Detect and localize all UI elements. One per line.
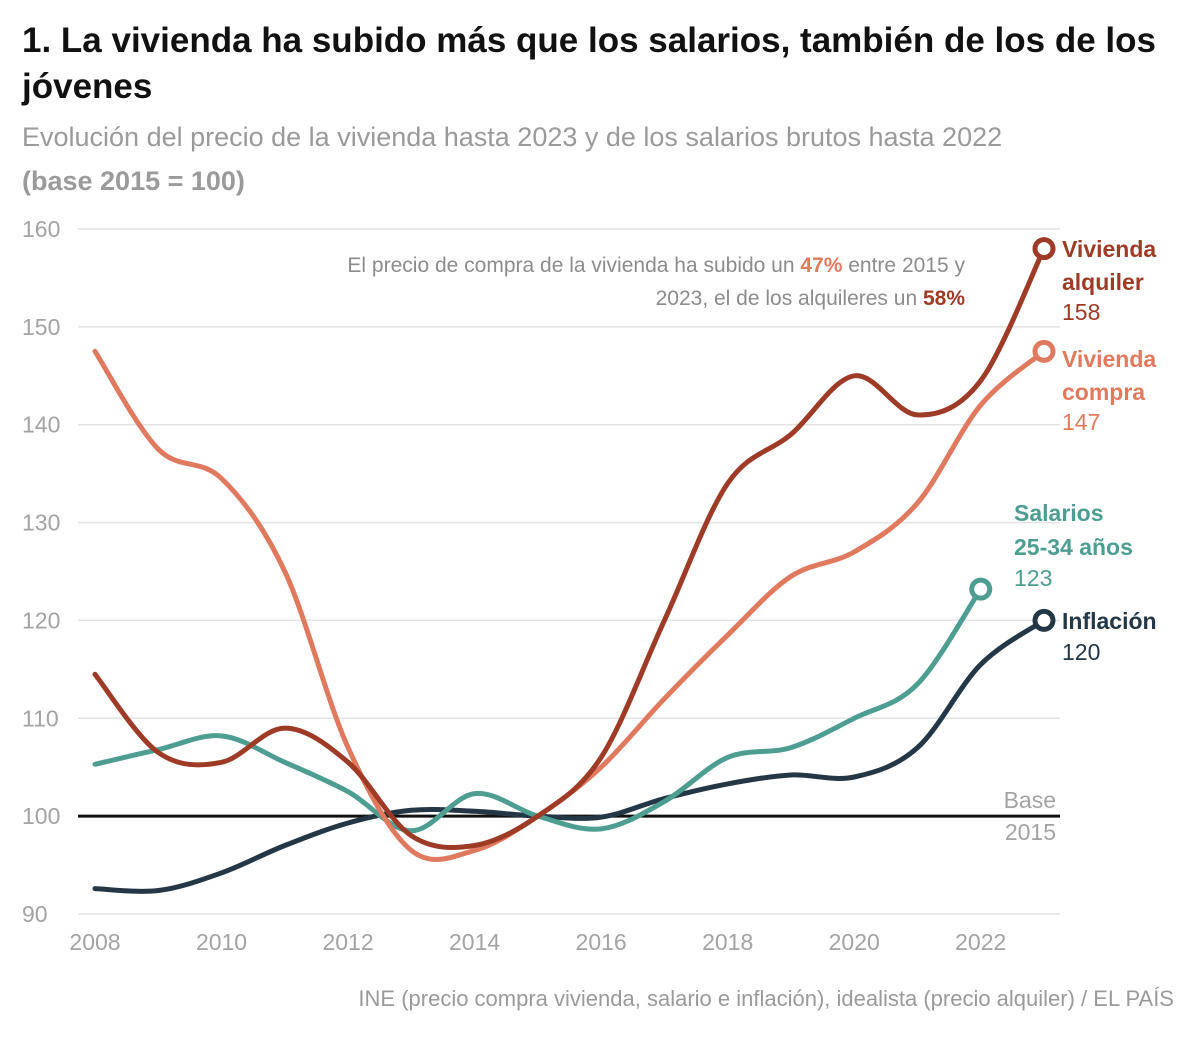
end-marker-salarios <box>969 577 993 601</box>
label-inflacion-line1: Inflación <box>1062 608 1157 634</box>
y-tick-140: 140 <box>22 412 60 438</box>
label-salarios-line2: 25-34 años <box>1014 534 1133 560</box>
x-tick-2016: 2016 <box>576 929 627 955</box>
x-axis-ticks: 2008 2010 2012 2014 2016 2018 2020 2022 <box>69 929 1006 955</box>
x-tick-2012: 2012 <box>322 929 373 955</box>
label-compra-value: 147 <box>1062 409 1100 435</box>
x-tick-2022: 2022 <box>955 929 1006 955</box>
grid-lines <box>78 228 1060 915</box>
end-marker-alquiler <box>1032 237 1056 261</box>
annotation-line2: 2023, el de los alquileres un 58% <box>656 287 966 310</box>
y-axis-ticks: 90 100 110 120 130 140 150 160 <box>22 216 60 927</box>
label-compra-line1: Vivienda <box>1062 346 1156 372</box>
series-end-markers <box>969 237 1056 632</box>
y-tick-130: 130 <box>22 510 60 536</box>
series-line-inflacion <box>92 617 1047 894</box>
x-tick-2014: 2014 <box>449 929 500 955</box>
y-tick-90: 90 <box>22 901 48 927</box>
label-alquiler-line2: alquiler <box>1062 269 1144 295</box>
subtitle-text: Evolución del precio de la vivienda hast… <box>22 122 1003 152</box>
series-line-compra <box>92 348 1047 862</box>
annotation-line1: El precio de compra de la vivienda ha su… <box>347 254 965 277</box>
label-alquiler-value: 158 <box>1062 299 1100 325</box>
end-marker-inflacion <box>1032 608 1056 632</box>
chart-source: INE (precio compra vivienda, salario e i… <box>358 986 1174 1011</box>
end-marker-compra <box>1032 339 1056 363</box>
baseline-label-line2: 2015 <box>1005 819 1056 845</box>
baseline-label-line1: Base <box>1004 787 1056 813</box>
series-line-alquiler <box>92 246 1047 851</box>
series-line-salarios <box>92 586 984 834</box>
chart-subtitle: Evolución del precio de la vivienda hast… <box>22 115 1182 203</box>
label-salarios-value: 123 <box>1014 565 1052 591</box>
y-tick-150: 150 <box>22 314 60 340</box>
label-salarios-line1: Salarios <box>1014 500 1104 526</box>
series-lines <box>92 246 1047 894</box>
x-tick-2008: 2008 <box>69 929 120 955</box>
label-alquiler-line1: Vivienda <box>1062 236 1156 262</box>
label-compra-line2: compra <box>1062 379 1145 405</box>
x-tick-2018: 2018 <box>702 929 753 955</box>
y-tick-120: 120 <box>22 607 60 633</box>
chart-title: 1. La vivienda ha subido más que los sal… <box>22 21 1156 106</box>
x-tick-2020: 2020 <box>829 929 880 955</box>
annotation-pct-alquiler: 58% <box>923 287 965 310</box>
y-tick-110: 110 <box>22 705 59 731</box>
y-tick-160: 160 <box>22 216 60 242</box>
annotation-pct-compra: 47% <box>800 254 842 277</box>
label-inflacion-value: 120 <box>1062 639 1100 665</box>
y-tick-100: 100 <box>22 803 60 829</box>
x-tick-2010: 2010 <box>196 929 247 955</box>
subtitle-base: (base 2015 = 100) <box>22 166 245 196</box>
